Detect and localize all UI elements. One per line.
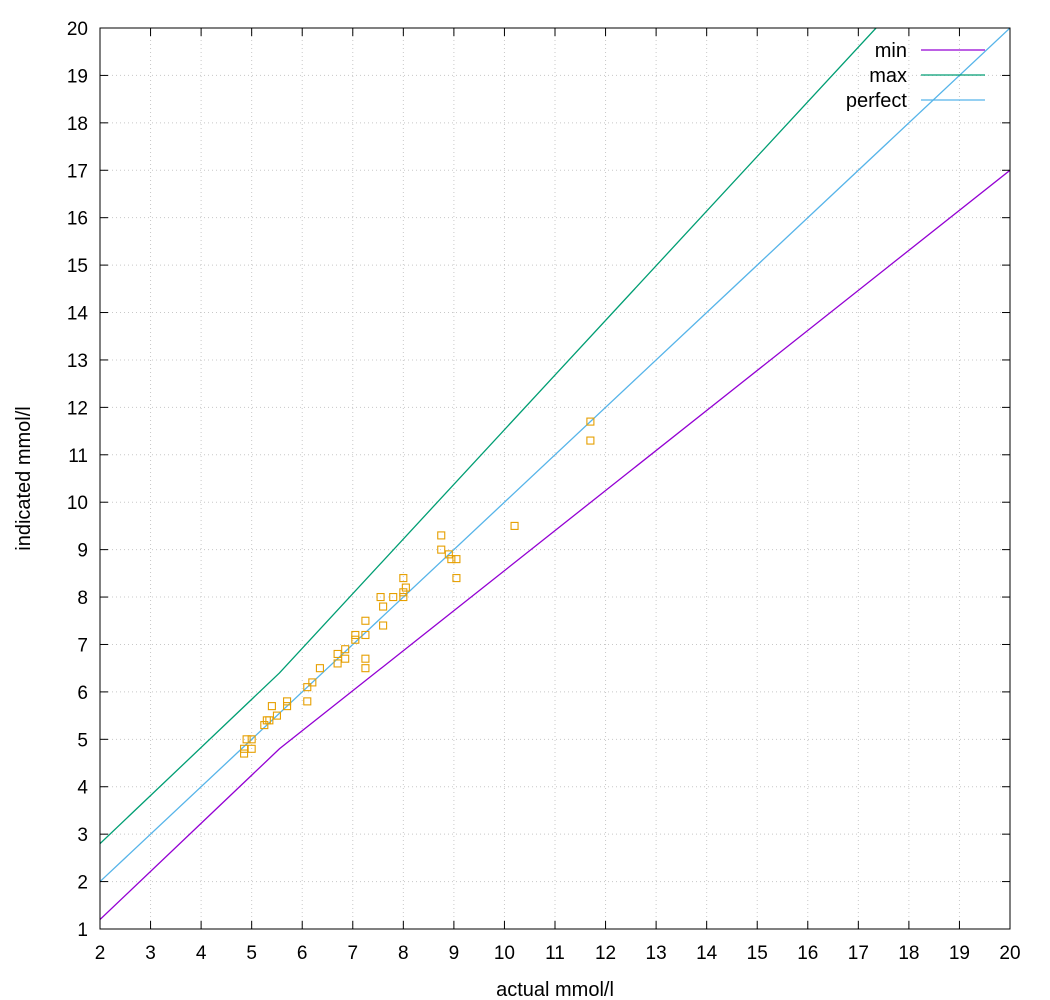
data-point bbox=[361, 654, 370, 663]
y-tick-label: 19 bbox=[67, 66, 88, 87]
series-layer bbox=[100, 28, 1010, 920]
data-point bbox=[437, 545, 446, 554]
legend-label-min: min bbox=[875, 40, 907, 62]
x-tick-label: 12 bbox=[595, 943, 616, 964]
x-tick-label: 13 bbox=[646, 943, 667, 964]
data-point bbox=[510, 521, 519, 530]
data-point bbox=[379, 621, 388, 630]
y-tick-label: 1 bbox=[77, 920, 88, 941]
data-point bbox=[333, 649, 342, 659]
series-line-max bbox=[100, 28, 877, 845]
data-point bbox=[586, 417, 595, 426]
plot-frame bbox=[99, 27, 1011, 930]
data-point bbox=[376, 592, 385, 602]
x-tick-label: 10 bbox=[494, 943, 515, 964]
x-tick-label: 18 bbox=[898, 943, 919, 964]
y-tick-label: 9 bbox=[77, 541, 88, 562]
data-point bbox=[242, 735, 251, 744]
y-tick-label: 5 bbox=[77, 730, 88, 751]
x-tick-label: 20 bbox=[999, 943, 1020, 964]
data-point bbox=[240, 749, 249, 758]
x-tick-label: 17 bbox=[848, 943, 869, 964]
data-point bbox=[389, 592, 398, 602]
x-tick-label: 5 bbox=[246, 943, 257, 964]
data-point bbox=[283, 697, 292, 706]
legend-label-max: max bbox=[869, 65, 907, 87]
y-tick-label: 10 bbox=[67, 493, 88, 514]
x-tick-label: 8 bbox=[398, 943, 409, 964]
y-tick-label: 20 bbox=[67, 19, 88, 40]
data-point bbox=[308, 678, 317, 687]
x-tick-label: 2 bbox=[95, 943, 106, 964]
data-point bbox=[586, 436, 595, 445]
x-tick-label: 19 bbox=[949, 943, 970, 964]
y-tick-label: 16 bbox=[67, 209, 88, 230]
data-point bbox=[361, 616, 370, 625]
x-tick-label: 3 bbox=[145, 943, 156, 964]
data-point bbox=[361, 630, 370, 640]
data-point bbox=[437, 531, 446, 540]
y-tick-label: 18 bbox=[67, 114, 88, 135]
data-point bbox=[444, 550, 453, 559]
x-tick-label: 15 bbox=[747, 943, 768, 964]
y-tick-label: 4 bbox=[77, 778, 88, 799]
x-tick-label: 4 bbox=[196, 943, 207, 964]
data-point bbox=[247, 744, 256, 753]
y-tick-label: 17 bbox=[67, 161, 88, 182]
x-tick-label: 7 bbox=[347, 943, 358, 964]
x-tick-label: 9 bbox=[449, 943, 460, 964]
data-point bbox=[283, 702, 292, 711]
data-point bbox=[399, 588, 408, 597]
data-point bbox=[447, 555, 456, 564]
y-tick-label: 14 bbox=[67, 304, 89, 325]
y-tick-label: 15 bbox=[67, 256, 88, 277]
ticks bbox=[99, 27, 1011, 930]
data-point bbox=[361, 664, 370, 673]
data-point bbox=[333, 659, 342, 668]
y-tick-label: 7 bbox=[77, 635, 88, 656]
data-point bbox=[351, 630, 360, 640]
series-line-perfect bbox=[100, 28, 1010, 883]
data-point bbox=[379, 602, 388, 611]
y-tick-label: 6 bbox=[77, 683, 88, 704]
data-point bbox=[247, 735, 256, 744]
data-point bbox=[303, 683, 312, 692]
data-point bbox=[399, 592, 408, 602]
y-tick-label: 12 bbox=[67, 398, 88, 419]
y-tick-label: 11 bbox=[68, 446, 88, 467]
data-point bbox=[341, 645, 350, 654]
data-point bbox=[452, 555, 461, 564]
data-point bbox=[452, 574, 461, 583]
data-point bbox=[351, 635, 360, 644]
data-point bbox=[341, 654, 350, 663]
x-tick-label: 11 bbox=[545, 943, 565, 964]
data-point bbox=[272, 711, 281, 720]
data-point bbox=[265, 716, 274, 725]
x-tick-label: 16 bbox=[797, 943, 818, 964]
legend-label-perfect: perfect bbox=[846, 90, 908, 112]
data-point bbox=[315, 664, 324, 673]
data-point bbox=[240, 744, 249, 753]
data-point bbox=[401, 583, 410, 592]
y-tick-label: 8 bbox=[77, 588, 88, 609]
series-line-min bbox=[100, 169, 1010, 920]
x-tick-label: 14 bbox=[696, 943, 718, 964]
data-point bbox=[399, 574, 408, 583]
x-axis-label: actual mmol/l bbox=[496, 979, 614, 1000]
x-tick-label: 6 bbox=[297, 943, 308, 964]
data-point bbox=[303, 697, 312, 706]
grid bbox=[100, 28, 1010, 929]
y-tick-label: 3 bbox=[77, 825, 88, 846]
y-tick-label: 2 bbox=[77, 873, 88, 894]
y-axis-label: indicated mmol/l bbox=[13, 406, 35, 551]
data-point bbox=[267, 702, 276, 711]
y-tick-label: 13 bbox=[67, 351, 88, 372]
data-point bbox=[260, 721, 269, 730]
legend: min max perfect bbox=[846, 40, 985, 112]
tick-labels: 2 3 4 5 6 7 8 9 10 11 12 13 14 15 16 17 18 19 201234567891… bbox=[67, 19, 1021, 964]
